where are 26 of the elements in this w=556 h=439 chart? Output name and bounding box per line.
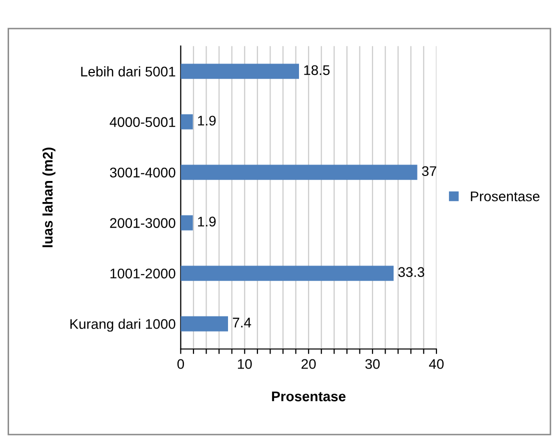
y-axis-title: luas lahan (m2) bbox=[42, 148, 56, 248]
y-tick-label: Lebih dari 5001 bbox=[81, 66, 176, 77]
bar bbox=[180, 164, 418, 180]
x-tick-label: 10 bbox=[238, 359, 252, 369]
bar bbox=[180, 316, 228, 332]
y-tick-label: 4000-5001 bbox=[110, 117, 176, 127]
x-tick-label: 40 bbox=[429, 359, 444, 369]
x-tick-label: 30 bbox=[365, 359, 380, 369]
x-axis-title: Prosentase bbox=[272, 392, 346, 402]
y-tick-label: Kurang dari 1000 bbox=[70, 318, 176, 332]
bar bbox=[180, 266, 394, 281]
y-tick-label: 3001-4000 bbox=[110, 168, 176, 178]
data-label: 1.9 bbox=[198, 116, 216, 126]
bar bbox=[180, 215, 193, 230]
x-tick-label: 0 bbox=[177, 359, 184, 369]
x-tick-label: 20 bbox=[302, 359, 316, 369]
bar bbox=[180, 114, 193, 130]
bar bbox=[180, 64, 299, 79]
y-tick-label: 2001-3000 bbox=[110, 218, 176, 228]
legend-label: Prosentase bbox=[470, 192, 540, 202]
data-label: 37 bbox=[422, 166, 436, 176]
data-label: 33.3 bbox=[398, 267, 424, 278]
y-tick-label: 1001-2000 bbox=[110, 268, 176, 278]
data-label: 18.5 bbox=[304, 65, 330, 76]
data-label: 7.4 bbox=[232, 318, 252, 328]
data-label: 1.9 bbox=[198, 216, 216, 227]
